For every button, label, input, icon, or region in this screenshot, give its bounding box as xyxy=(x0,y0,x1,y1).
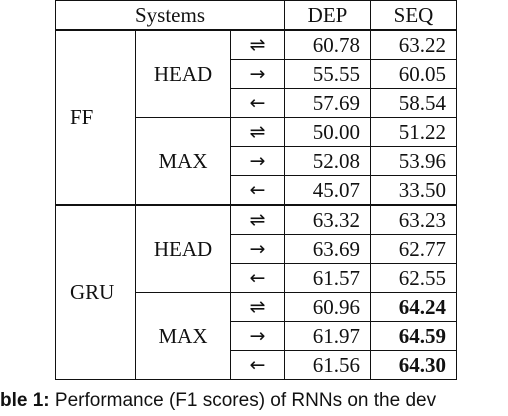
header-systems: Systems xyxy=(55,0,285,31)
table-row: FF HEAD ⇌ 60.78 63.22 xyxy=(55,29,457,206)
table-row: MAX ⇌ 50.00 51.22 xyxy=(56,117,457,206)
seq-score: 62.55 xyxy=(370,263,457,293)
header-dep: DEP xyxy=(284,0,371,31)
table-row: ← 61.56 64.30 xyxy=(56,350,457,380)
bidirectional-arrow-icon: ⇌ xyxy=(230,29,285,60)
seq-score: 33.50 xyxy=(370,175,457,206)
right-arrow-icon: → xyxy=(230,234,285,264)
bidirectional-arrow-icon: ⇌ xyxy=(230,117,285,147)
table-row: GRU HEAD ⇌ 63.32 63.23 xyxy=(55,204,457,380)
dep-score: 52.08 xyxy=(284,146,371,176)
dep-score: 55.55 xyxy=(284,59,371,89)
dep-score: 61.97 xyxy=(284,321,371,351)
seq-score-best: 64.24 xyxy=(370,292,457,322)
dep-score: 61.56 xyxy=(284,350,371,380)
table-row: ← 57.69 58.54 xyxy=(56,88,457,118)
table-caption: ble 1: Performance (F1 scores) of RNNs o… xyxy=(0,390,508,412)
left-arrow-icon: ← xyxy=(230,263,285,293)
dep-score: 45.07 xyxy=(284,175,371,206)
table-row: → 63.69 62.77 xyxy=(56,234,457,264)
seq-score: 63.23 xyxy=(370,204,457,235)
table-row: → 55.55 60.05 xyxy=(56,59,457,89)
left-arrow-icon: ← xyxy=(230,88,285,118)
pooling-label: MAX xyxy=(135,292,231,380)
dep-score: 61.57 xyxy=(284,263,371,293)
seq-score: 58.54 xyxy=(370,88,457,118)
header-seq: SEQ xyxy=(370,0,457,31)
table-row: ← 45.07 33.50 xyxy=(56,175,457,206)
bidirectional-arrow-icon: ⇌ xyxy=(230,292,285,322)
caption-label: ble 1: xyxy=(0,390,50,411)
pooling-label: MAX xyxy=(135,117,231,206)
right-arrow-icon: → xyxy=(230,146,285,176)
seq-score: 63.22 xyxy=(370,29,457,60)
pooling-label: HEAD xyxy=(135,204,231,293)
results-table: Systems DEP SEQ FF HEAD ⇌ 60.78 63.22 → … xyxy=(55,0,457,380)
seq-score: 53.96 xyxy=(370,146,457,176)
seq-score: 62.77 xyxy=(370,234,457,264)
table-row: → 61.97 64.59 xyxy=(56,321,457,351)
seq-score: 60.05 xyxy=(370,59,457,89)
table-row: ← 61.57 62.55 xyxy=(56,263,457,293)
left-arrow-icon: ← xyxy=(230,350,285,380)
left-arrow-icon: ← xyxy=(230,175,285,206)
dep-score: 63.69 xyxy=(284,234,371,264)
dep-score: 60.78 xyxy=(284,29,371,60)
dep-score: 63.32 xyxy=(284,204,371,235)
right-arrow-icon: → xyxy=(230,59,285,89)
caption-text: Performance (F1 scores) of RNNs on the d… xyxy=(54,390,437,411)
header-row: Systems DEP SEQ xyxy=(55,0,457,31)
bidirectional-arrow-icon: ⇌ xyxy=(230,204,285,235)
right-arrow-icon: → xyxy=(230,321,285,351)
pooling-label: HEAD xyxy=(135,29,231,118)
seq-score-best: 64.30 xyxy=(370,350,457,380)
seq-score-best: 64.59 xyxy=(370,321,457,351)
table-row: → 52.08 53.96 xyxy=(56,146,457,176)
model-label: GRU xyxy=(55,204,136,380)
seq-score: 51.22 xyxy=(370,117,457,147)
dep-score: 60.96 xyxy=(284,292,371,322)
dep-score: 57.69 xyxy=(284,88,371,118)
model-label: FF xyxy=(55,29,136,206)
dep-score: 50.00 xyxy=(284,117,371,147)
